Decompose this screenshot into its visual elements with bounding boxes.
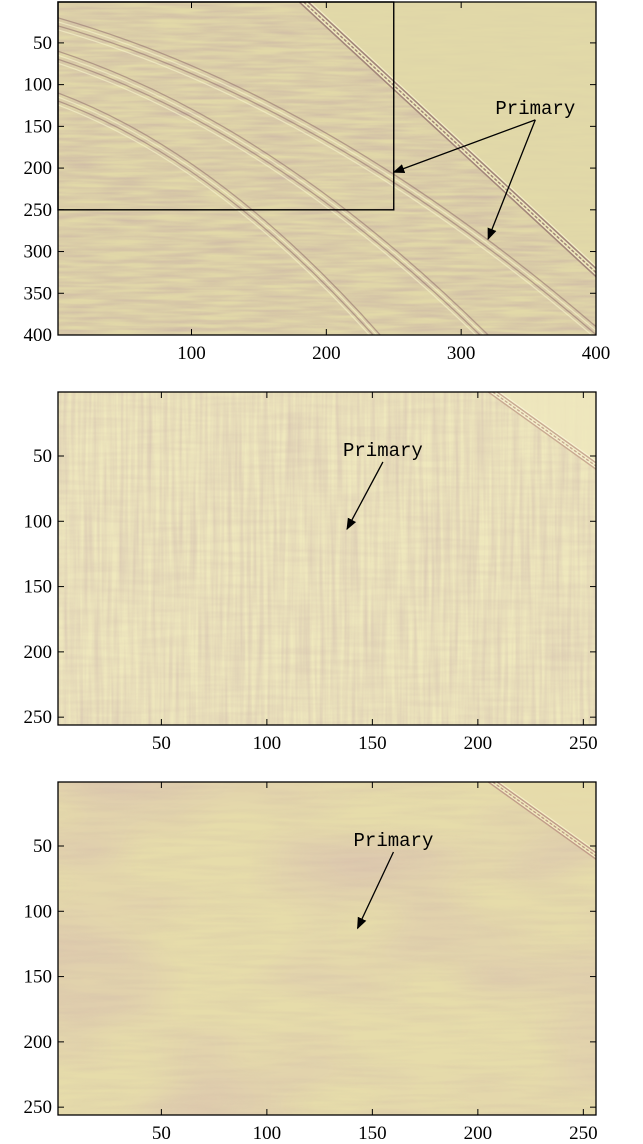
y-tick-label: 100 bbox=[24, 901, 53, 922]
direct-arrival-line bbox=[303, 2, 596, 274]
annotation-arrow bbox=[346, 461, 384, 531]
direct-arrival-line bbox=[496, 392, 596, 464]
annotation-arrow bbox=[487, 119, 536, 241]
direct-arrival-line bbox=[499, 392, 596, 462]
seismic-field bbox=[58, 392, 596, 725]
axes-frame bbox=[57, 781, 597, 1116]
reflection-event bbox=[58, 25, 596, 335]
x-tick-label: 300 bbox=[447, 343, 476, 364]
y-tick-label: 200 bbox=[24, 158, 53, 179]
reflection-event bbox=[58, 21, 596, 332]
reflection-event bbox=[58, 104, 371, 335]
x-tick-label: 50 bbox=[152, 733, 171, 754]
direct-arrival-line bbox=[494, 782, 596, 856]
annotation-label: Primary bbox=[495, 98, 575, 120]
panel-1: 100 200 300 400 50 100 150 200 250 300 350 400 Prima… bbox=[24, 1, 611, 364]
y-tick-label: 100 bbox=[24, 75, 53, 96]
y-tick-label: 150 bbox=[24, 116, 53, 137]
y-tick-label: 350 bbox=[24, 283, 53, 304]
reflection-event bbox=[58, 29, 593, 335]
seismic-field bbox=[58, 782, 596, 1115]
annotation-label: Primary bbox=[343, 440, 423, 462]
reflection-event bbox=[58, 96, 378, 335]
x-tick-label: 150 bbox=[358, 733, 387, 754]
x-tick-label: 250 bbox=[569, 1123, 598, 1144]
y-tick-label: 150 bbox=[24, 577, 53, 598]
x-tick-label: 100 bbox=[253, 1123, 282, 1144]
field-texture-fine bbox=[58, 392, 596, 725]
x-tick-label: 50 bbox=[152, 1123, 171, 1144]
direct-arrival-line bbox=[490, 392, 596, 469]
reflection-event bbox=[58, 50, 489, 335]
y-tick-label: 200 bbox=[24, 1032, 53, 1053]
y-tick-label: 300 bbox=[24, 242, 53, 263]
y-tick-label: 50 bbox=[33, 446, 52, 467]
panel-2: 50 100 150 200 250 50 100 150 200 250 Primary bbox=[24, 391, 598, 754]
direct-arrival-line bbox=[496, 782, 596, 854]
reflection-event bbox=[58, 54, 485, 335]
x-tick-label: 200 bbox=[464, 733, 493, 754]
x-tick-label: 400 bbox=[582, 343, 611, 364]
direct-arrival-line bbox=[490, 782, 596, 859]
axes-frame bbox=[57, 391, 597, 726]
y-tick-label: 200 bbox=[24, 642, 53, 663]
y-tick-label: 150 bbox=[24, 967, 53, 988]
y-tick-label: 400 bbox=[24, 325, 53, 346]
y-tick-label: 250 bbox=[24, 1097, 53, 1118]
reflection-event bbox=[58, 58, 481, 335]
direct-arrival-line bbox=[487, 392, 596, 470]
seismic-field bbox=[58, 2, 596, 335]
panel-3: 50 100 150 200 250 50 100 150 200 250 Primary bbox=[24, 781, 598, 1144]
direct-arrival-line bbox=[487, 782, 596, 860]
x-tick-label: 200 bbox=[312, 343, 341, 364]
y-tick-label: 100 bbox=[24, 511, 53, 532]
direct-arrival-line bbox=[499, 782, 596, 852]
y-tick-label: 50 bbox=[33, 33, 52, 54]
direct-arrival-line bbox=[298, 2, 596, 278]
reflection-event bbox=[58, 17, 596, 328]
reflection-event bbox=[58, 92, 381, 335]
direct-arrival-line bbox=[301, 2, 596, 276]
reflection-event bbox=[58, 62, 477, 335]
annotation-arrow bbox=[392, 119, 536, 173]
direct-arrival-line bbox=[492, 392, 596, 467]
x-tick-label: 100 bbox=[253, 733, 282, 754]
direct-arrival-line bbox=[307, 2, 596, 270]
field-texture-fine bbox=[58, 782, 596, 1115]
reflection-event bbox=[58, 100, 374, 335]
x-tick-label: 200 bbox=[464, 1123, 493, 1144]
direct-arrival-line bbox=[494, 392, 596, 466]
direct-arrival-line bbox=[492, 782, 596, 857]
annotation-arrow bbox=[357, 851, 395, 930]
y-tick-label: 50 bbox=[33, 836, 52, 857]
x-tick-label: 150 bbox=[358, 1123, 387, 1144]
x-tick-label: 100 bbox=[177, 343, 206, 364]
annotation-label: Primary bbox=[354, 830, 434, 852]
x-tick-label: 250 bbox=[569, 733, 598, 754]
y-tick-label: 250 bbox=[24, 707, 53, 728]
direct-arrival-line bbox=[305, 2, 596, 272]
direct-arrival-line bbox=[309, 2, 596, 268]
y-tick-label: 250 bbox=[24, 200, 53, 221]
